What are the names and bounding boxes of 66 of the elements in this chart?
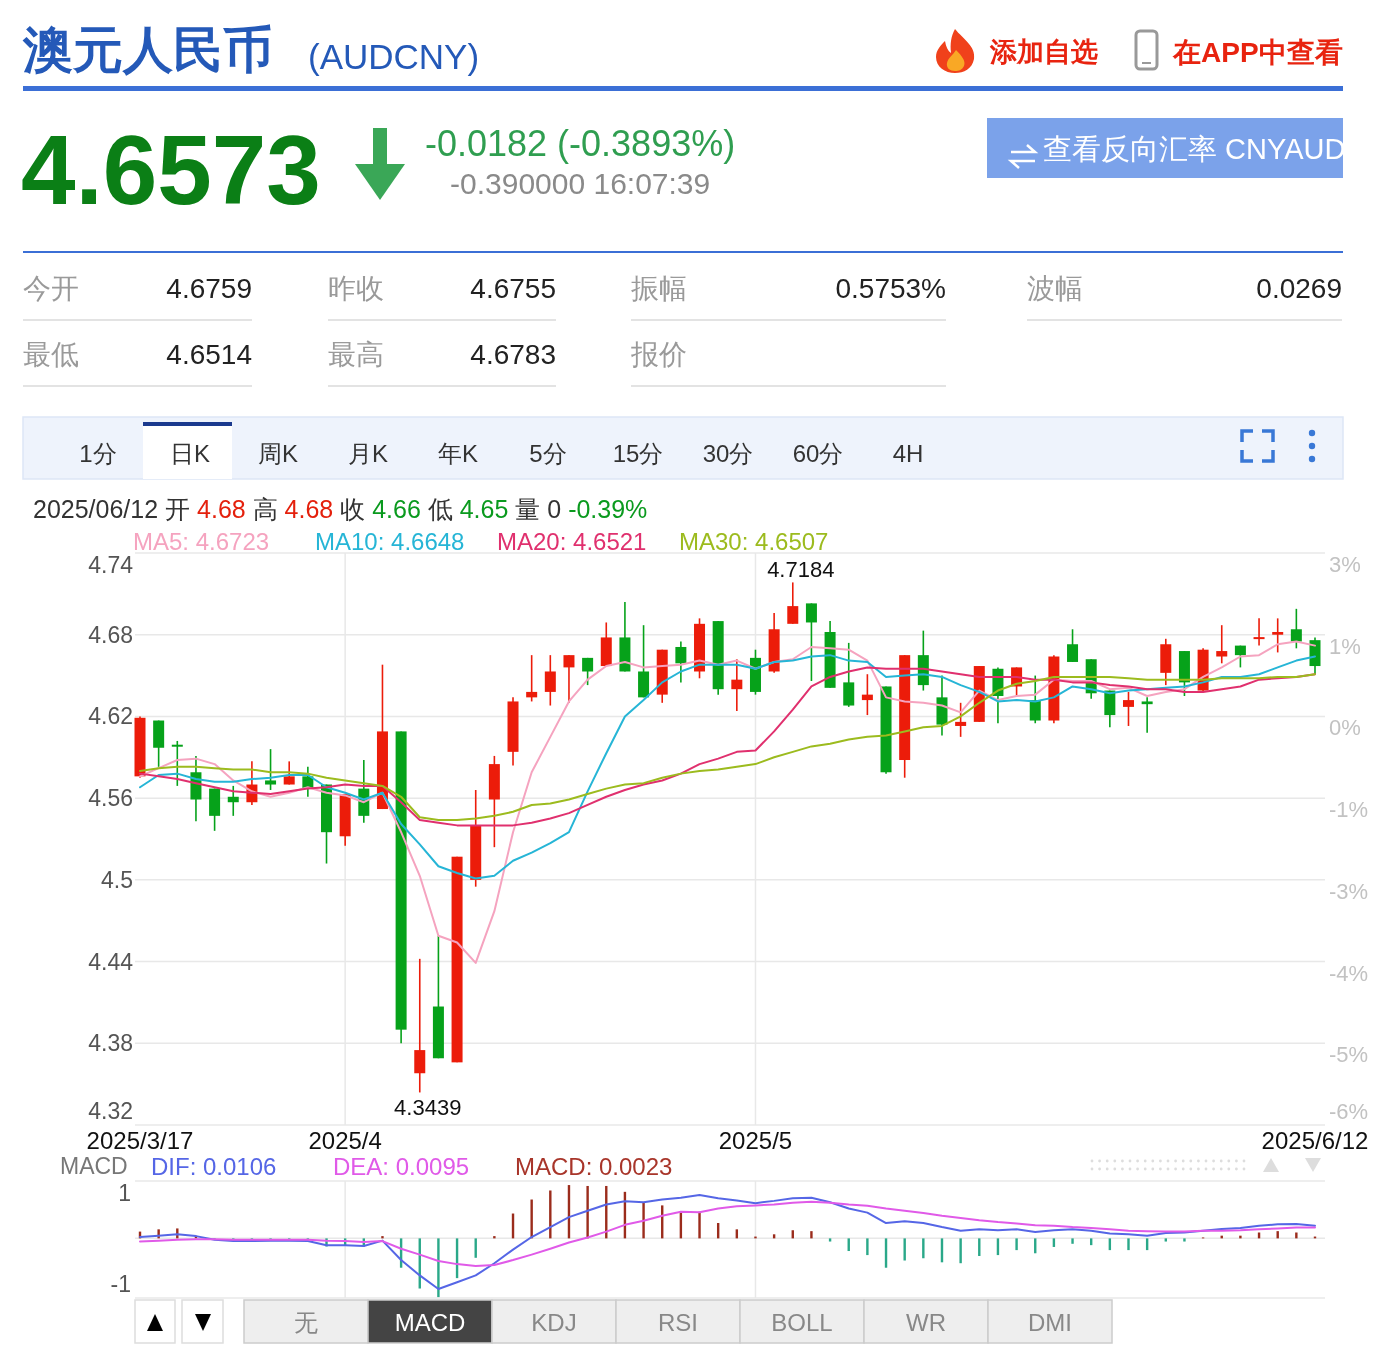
text: 4.6573 — [21, 115, 321, 225]
text: 查看反向汇率 CNYAUD — [1043, 133, 1346, 165]
x-tick-label: 2025/4 — [308, 1126, 382, 1154]
text: 4.6783 — [470, 338, 556, 370]
text: KDJ — [531, 1308, 577, 1336]
text: 无 — [294, 1308, 318, 1336]
text: 4H — [892, 439, 924, 467]
text: BOLL — [771, 1308, 833, 1336]
text: 今开 — [23, 272, 79, 304]
text: 最低 — [23, 338, 79, 370]
text: 日K — [169, 439, 211, 467]
text: 60分 — [792, 439, 844, 467]
text: 最高 — [328, 338, 384, 370]
y-tick-label: 4.74 — [88, 551, 134, 578]
y-tick-label: 1 — [118, 1180, 131, 1207]
y-tick-label: 4.62 — [88, 703, 133, 730]
x-tick-label: 2025/3/17 — [86, 1126, 194, 1154]
legend: MA5: 4.6723 MA10: 4.6648 MA20: 4.6521 MA30: 4.6507 — [133, 527, 829, 555]
y-tick-label: 4.68 — [88, 621, 133, 648]
text: 月K — [347, 439, 389, 467]
text: 4.6514 — [166, 338, 252, 370]
y-tick-label: 4.44 — [88, 948, 134, 975]
text: 15分 — [612, 439, 664, 467]
text: 5分 — [529, 439, 567, 467]
text: -0.0182 (-0.3893%) — [425, 122, 736, 164]
text: WR — [906, 1308, 946, 1336]
text: -1% — [1329, 797, 1369, 823]
text: 周K — [257, 439, 299, 467]
y-tick-label: 4.5 — [101, 866, 133, 893]
text: 0.5753% — [835, 272, 946, 304]
y-tick-label: 4.38 — [88, 1030, 133, 1057]
text: MACD — [394, 1308, 466, 1336]
x-tick-label: 2025/5 — [718, 1126, 793, 1154]
x-tick-label: 2025/6/12 — [1261, 1126, 1369, 1154]
text: 波幅 — [1027, 272, 1083, 304]
text: 4.6759 — [166, 272, 252, 304]
text: 年K — [437, 439, 479, 467]
text: 2025/06/12 开 4.68 高 4.68 收 4.66 低 4.65 量 0 -0.39% — [33, 495, 648, 523]
text: 报价 — [630, 338, 687, 370]
y-tick-label: 4.56 — [88, 785, 133, 812]
text: 昨收 — [328, 272, 384, 304]
y-tick-label: -1 — [110, 1270, 131, 1297]
text: DMI — [1028, 1308, 1072, 1336]
text: 振幅 — [631, 272, 687, 304]
text: 0% — [1329, 715, 1361, 741]
legend: DIF: 0.0106 DEA: 0.0095 MACD: 0.0023 — [151, 1152, 673, 1180]
annotation: 4.3439 — [394, 1094, 462, 1120]
text: 30分 — [702, 439, 754, 467]
text: -3% — [1329, 878, 1369, 904]
text: -5% — [1329, 1042, 1369, 1068]
text: RSI — [657, 1308, 699, 1336]
text: 1% — [1329, 633, 1361, 659]
chart-title: MACD — [60, 1153, 128, 1179]
text: (AUDCNY) — [308, 36, 480, 76]
text: 澳元人民币 — [22, 22, 273, 78]
text: 添加自选 — [989, 37, 1098, 67]
text: -6% — [1329, 1099, 1369, 1124]
annotation: 4.7184 — [767, 556, 835, 582]
text: 1分 — [79, 439, 117, 467]
text: 4.6755 — [470, 272, 556, 304]
text: -4% — [1329, 960, 1369, 986]
text: 在APP中查看 — [1172, 36, 1343, 68]
text: -0.390000 16:07:39 — [450, 166, 711, 200]
text: 3% — [1329, 552, 1361, 577]
text: 0.0269 — [1256, 272, 1342, 304]
y-tick-label: 4.32 — [88, 1098, 133, 1124]
